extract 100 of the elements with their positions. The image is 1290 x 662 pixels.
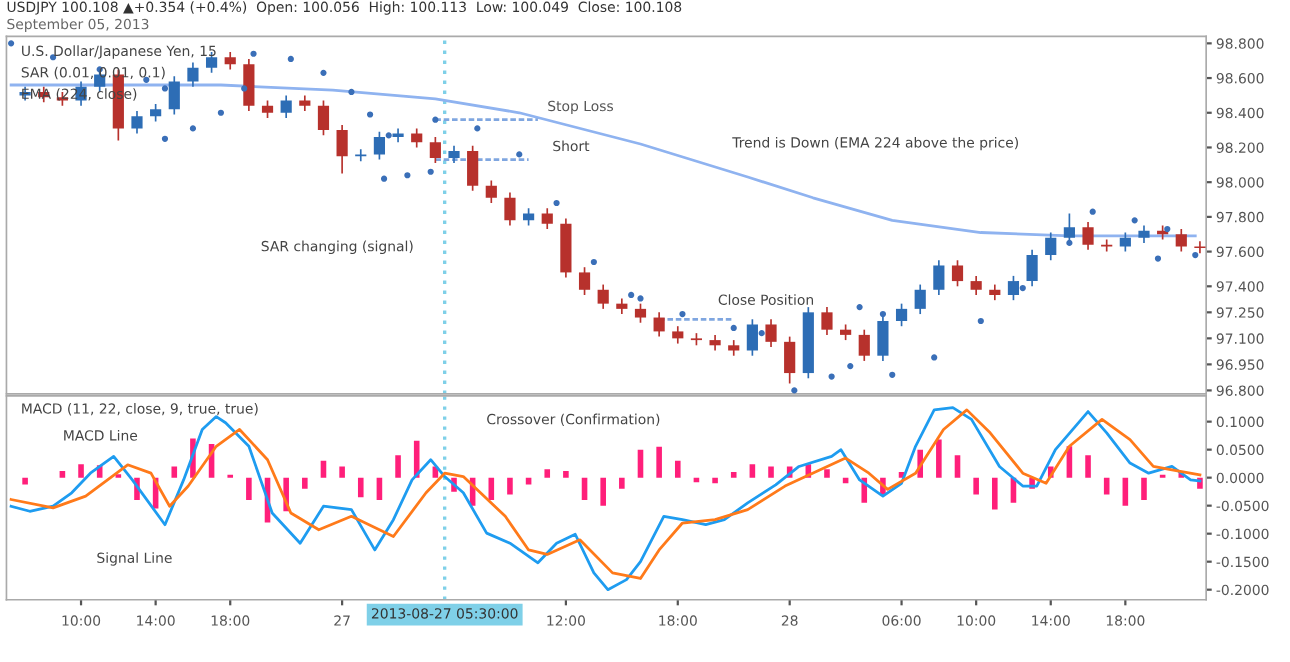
point <box>250 50 257 57</box>
bar <box>339 466 345 478</box>
bar <box>357 477 364 498</box>
bar <box>619 477 625 489</box>
bar <box>544 469 551 478</box>
candlestick <box>653 311 665 338</box>
candlestick <box>467 144 479 192</box>
point <box>977 317 984 325</box>
point <box>679 310 686 318</box>
point <box>217 109 225 116</box>
candlestick <box>578 266 591 296</box>
candlestick <box>355 148 367 163</box>
point <box>628 291 635 299</box>
candlestick <box>1063 212 1075 244</box>
point <box>1164 225 1171 233</box>
bar <box>563 470 569 478</box>
bar <box>246 477 252 501</box>
point <box>287 55 294 63</box>
point <box>474 125 481 132</box>
point <box>241 85 248 92</box>
bar <box>656 446 662 478</box>
point <box>320 69 327 76</box>
point <box>879 310 887 318</box>
point <box>889 371 896 378</box>
bar <box>712 477 718 484</box>
point <box>931 354 938 361</box>
candlestick <box>858 328 870 362</box>
point <box>856 304 863 311</box>
candlestick <box>485 179 497 204</box>
candlestick <box>895 302 908 328</box>
candlestick <box>1119 231 1131 253</box>
bar <box>22 477 28 485</box>
bar <box>78 464 84 478</box>
candlestick <box>597 283 609 310</box>
bar <box>730 472 737 478</box>
candlestick <box>877 314 889 362</box>
point <box>1154 255 1162 262</box>
line-series <box>9 83 1197 238</box>
bar <box>1141 477 1147 501</box>
point <box>404 172 411 179</box>
candlestick <box>336 124 348 175</box>
candlestick <box>243 58 255 112</box>
bar <box>320 460 327 478</box>
point <box>516 151 523 158</box>
point <box>8 40 15 47</box>
bar <box>600 477 606 506</box>
candlestick <box>951 259 964 288</box>
point <box>553 199 560 207</box>
point <box>385 132 392 139</box>
bar <box>954 455 961 478</box>
bar <box>674 460 681 478</box>
point <box>730 324 737 332</box>
candlestick <box>280 94 292 119</box>
point <box>366 111 374 118</box>
point <box>1089 208 1096 215</box>
bar <box>824 469 830 478</box>
bar <box>171 466 178 478</box>
point <box>161 85 169 92</box>
point <box>189 125 197 132</box>
point <box>161 135 169 142</box>
point <box>380 175 388 182</box>
candlestick <box>411 127 423 149</box>
candlestick <box>1082 221 1094 251</box>
candlestick <box>1175 228 1187 253</box>
point <box>637 295 644 302</box>
point <box>1066 239 1073 247</box>
point <box>1131 217 1138 224</box>
point <box>1019 284 1026 292</box>
point <box>348 88 355 96</box>
point <box>432 116 439 123</box>
bar <box>992 477 998 510</box>
bar <box>749 464 756 478</box>
candlestick <box>784 335 796 385</box>
candlestick <box>1045 231 1057 262</box>
bar <box>936 439 942 478</box>
candlestick <box>541 207 553 230</box>
point <box>1192 251 1199 259</box>
point <box>427 168 434 175</box>
point <box>847 363 854 370</box>
candlestick <box>970 275 982 296</box>
candlestick <box>821 306 833 336</box>
candlestick <box>634 302 647 324</box>
bar <box>768 466 774 478</box>
bar <box>59 470 66 478</box>
point <box>828 373 835 380</box>
bar <box>302 477 308 489</box>
candlestick <box>187 61 199 88</box>
candlestick <box>429 136 441 164</box>
point <box>590 258 597 266</box>
bar <box>507 477 513 495</box>
bar <box>395 455 401 478</box>
point <box>758 330 765 337</box>
candlestick <box>131 110 143 135</box>
bar <box>1085 455 1091 478</box>
point <box>791 387 798 394</box>
bar <box>973 477 979 495</box>
candlestick <box>504 191 516 227</box>
candlestick <box>914 283 926 315</box>
candlestick <box>933 259 945 296</box>
candlestick <box>317 99 330 137</box>
